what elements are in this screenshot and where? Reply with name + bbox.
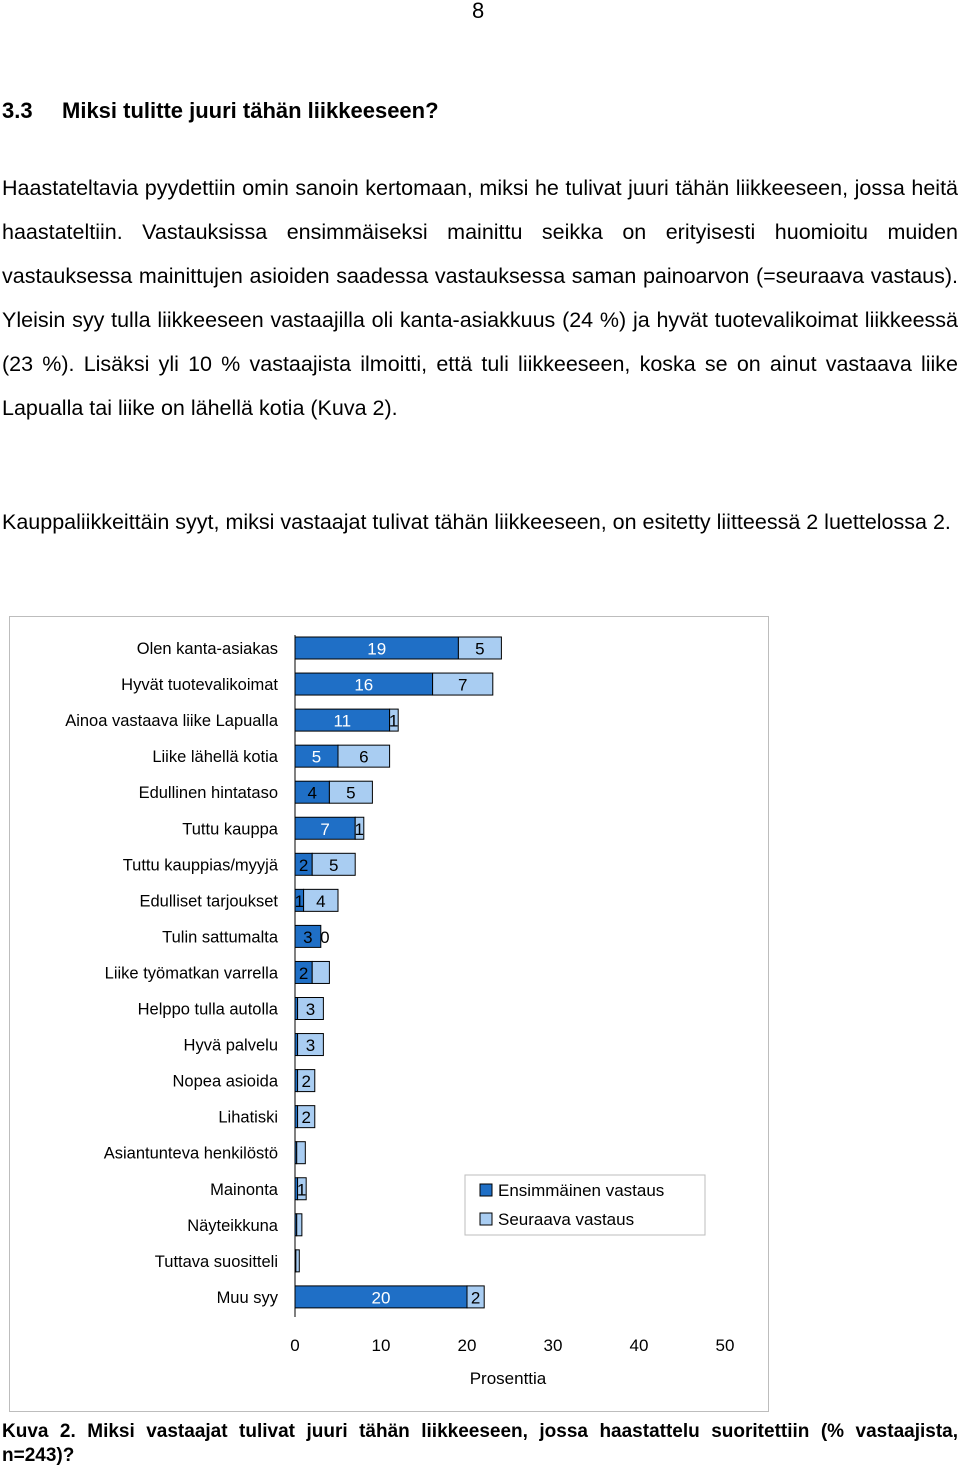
data-label-first: 16: [354, 676, 373, 695]
section-title: Miksi tulitte juuri tähän liikkeeseen?: [62, 98, 439, 123]
bar-next: [297, 1033, 324, 1057]
data-label-first: 11: [333, 712, 351, 731]
bar-next: [457, 636, 502, 660]
bar-next: [337, 744, 391, 768]
category-label: Olen kanta-asiakas: [137, 640, 278, 658]
legend-label: Seuraava vastaus: [498, 1210, 634, 1229]
x-tick-label: 10: [372, 1336, 391, 1355]
category-label: Nopea asioida: [173, 1073, 279, 1091]
bar-next: [297, 1069, 316, 1093]
page-number: 8: [472, 0, 485, 23]
data-label-next: 6: [359, 748, 368, 767]
body-paragraph-2: Kauppaliikkeittäin syyt, miksi vastaajat…: [2, 510, 951, 534]
bar-next: [328, 780, 373, 804]
data-label-next: 5: [329, 856, 338, 875]
category-label: Tuttava suositteli: [155, 1253, 278, 1271]
category-label: Liike lähellä kotia: [152, 748, 278, 766]
x-tick-label: 50: [716, 1336, 735, 1355]
section-number: 3.3: [2, 98, 33, 123]
x-tick-label: 0: [290, 1336, 299, 1355]
data-label-next: 1: [354, 820, 363, 839]
reasons-bar-chart: Olen kanta-asiakas 19 5 Hyvät tuotevalikoim…: [65, 635, 735, 1388]
category-label: Lihatiski: [218, 1109, 278, 1127]
bar-next: [296, 1213, 303, 1237]
bar-next: [432, 672, 494, 696]
bar-next: [297, 997, 324, 1020]
category-label: Hyvä palvelu: [184, 1037, 278, 1055]
body-paragraph-1: Haastateltavia pyydettiin omin sanoin ke…: [2, 176, 958, 420]
data-label-next: 2: [301, 1072, 310, 1091]
data-label-next: 4: [316, 892, 325, 911]
x-tick-label: 40: [630, 1336, 649, 1355]
category-label: Hyvät tuotevalikoimat: [121, 676, 278, 694]
legend-box: [464, 1174, 706, 1236]
category-label: Tuttu kauppa: [182, 820, 279, 838]
bar-next: [311, 960, 330, 984]
data-label-next: 0: [320, 928, 329, 947]
data-label-next: 2: [301, 1108, 310, 1127]
category-label: Ainoa vastaava liike Lapualla: [65, 712, 279, 730]
data-label-first: 3: [303, 928, 312, 947]
legend-swatch-first: [479, 1183, 493, 1197]
data-label-next: 3: [306, 1036, 315, 1055]
data-label-next: 3: [306, 1000, 315, 1019]
section-heading: 3.3 Miksi tulitte juuri tähän liikkeeseen…: [2, 98, 439, 124]
category-label: Helppo tulla autolla: [138, 1001, 279, 1019]
legend-swatch-next: [479, 1212, 493, 1226]
category-label: Edullinen hintataso: [139, 784, 278, 802]
bar-next: [389, 708, 399, 732]
data-label-first: 2: [299, 964, 308, 983]
category-label: Tulin sattumalta: [162, 928, 279, 946]
data-label-first: 20: [372, 1288, 391, 1307]
bar-first: [294, 924, 322, 948]
x-axis-title: Prosenttia: [470, 1369, 547, 1388]
figure-caption: Kuva 2. Miksi vastaajat tulivat juuri tä…: [2, 1421, 958, 1466]
bar-next: [311, 852, 356, 876]
bar-next: [295, 1249, 300, 1273]
x-tick-label: 20: [458, 1336, 477, 1355]
data-label-next: 5: [346, 784, 355, 803]
bar-next: [297, 1177, 307, 1201]
data-label-first: 4: [307, 784, 316, 803]
data-label-next: 5: [475, 640, 484, 659]
data-label-first: 2: [299, 856, 308, 875]
data-label-first: 1: [295, 892, 304, 911]
data-label-first: 19: [367, 640, 386, 659]
category-label: Näyteikkuna: [187, 1217, 279, 1235]
data-label-next: 2: [471, 1288, 480, 1307]
category-label: Asiantunteva henkilöstö: [104, 1145, 278, 1163]
category-label: Liike työmatkan varrella: [105, 964, 279, 982]
legend-label: Ensimmäinen vastaus: [498, 1181, 664, 1200]
data-label-next: 7: [458, 676, 467, 695]
data-label-next: 1: [389, 712, 398, 731]
x-tick-label: 30: [544, 1336, 563, 1355]
data-label-next: 1: [297, 1180, 306, 1199]
category-label: Tuttu kauppias/myyjä: [123, 856, 279, 874]
bar-next: [303, 888, 339, 912]
bar-next: [297, 1105, 316, 1129]
bar-next: [466, 1285, 485, 1309]
category-label: Edulliset tarjoukset: [140, 892, 279, 910]
data-label-first: 7: [320, 820, 329, 839]
bar-next: [354, 816, 365, 840]
bar-next: [296, 1141, 306, 1165]
category-label: Mainonta: [210, 1181, 279, 1199]
data-label-first: 5: [312, 748, 321, 767]
category-label: Muu syy: [217, 1289, 279, 1307]
chart-frame: Olen kanta-asiakas 19 5 Hyvät tuotevalikoim…: [9, 616, 769, 1412]
